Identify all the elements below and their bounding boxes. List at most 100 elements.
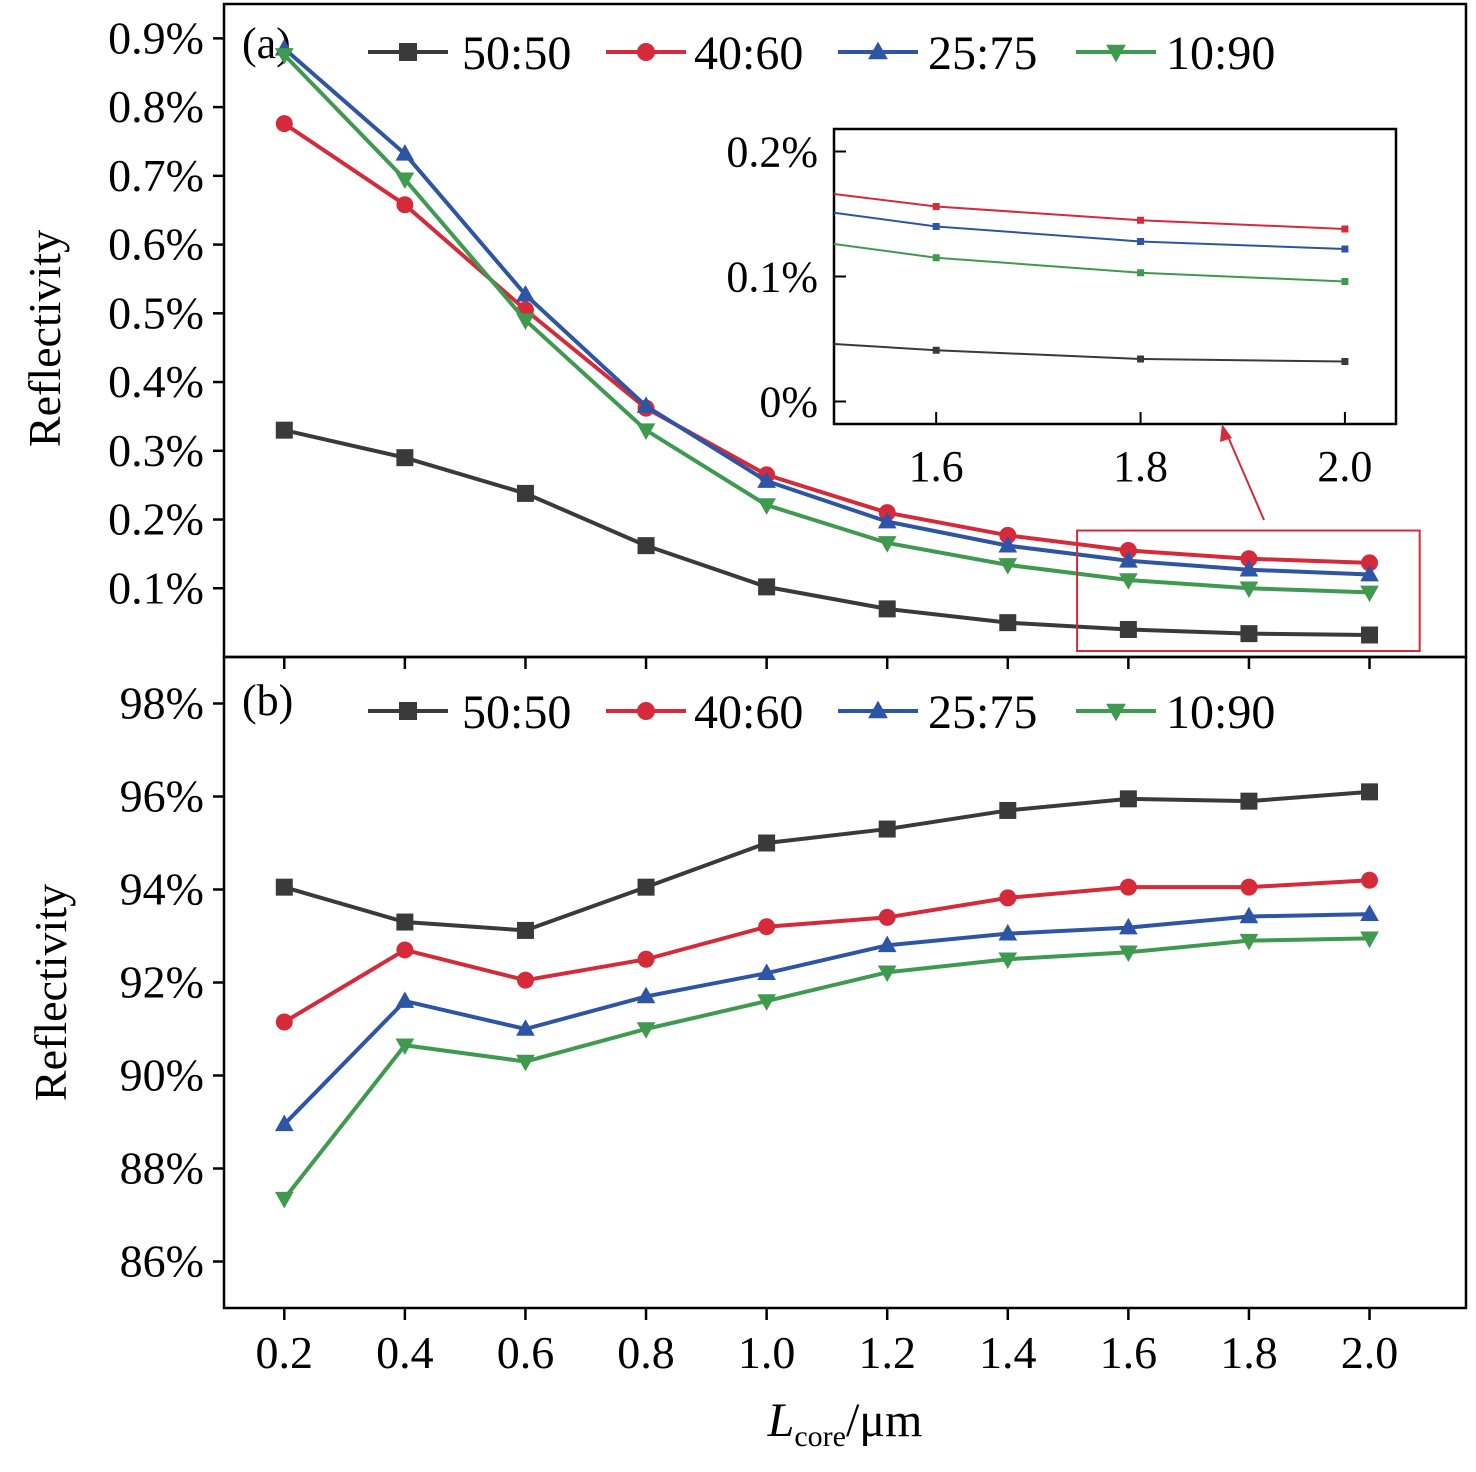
y-tick-label: 94% — [120, 864, 204, 915]
data-point — [1240, 625, 1258, 643]
legend-item-50-50: 50:50 — [368, 27, 571, 80]
inset-series-50-50 — [833, 343, 1349, 365]
data-point — [1119, 541, 1137, 559]
x-tick-label: 1.4 — [979, 1327, 1037, 1378]
panel-label: (b) — [242, 676, 293, 725]
data-point — [396, 196, 414, 214]
data-point — [758, 918, 776, 936]
data-point — [275, 1013, 293, 1031]
y-tick-label: 0.9% — [108, 12, 204, 63]
data-point — [637, 878, 655, 896]
data-point — [1360, 904, 1379, 921]
y-tick-label: 0.1% — [108, 562, 204, 613]
inset-y-tick-label: 0.2% — [726, 128, 818, 177]
legend-marker — [868, 41, 888, 60]
inset-x-tick-label: 2.0 — [1317, 442, 1372, 491]
series-line — [282, 912, 1370, 1126]
data-point — [1361, 626, 1379, 644]
inset-data-point — [1341, 245, 1349, 253]
data-point — [1239, 581, 1259, 599]
data-point — [998, 952, 1018, 970]
data-point — [396, 913, 414, 931]
inset-y-tick-label: 0% — [759, 378, 818, 427]
data-point — [878, 600, 896, 618]
data-point — [1119, 878, 1137, 896]
data-point — [1239, 559, 1259, 577]
x-tick-label: 0.8 — [617, 1327, 675, 1378]
data-point — [516, 484, 534, 502]
inset-series-40-60 — [833, 193, 1349, 233]
inset-frame — [832, 127, 1398, 426]
legend-label: 50:50 — [462, 686, 571, 739]
series-50-50 — [275, 783, 1379, 939]
y-tick-label: 90% — [120, 1050, 204, 1101]
data-point — [998, 535, 1018, 553]
data-point — [878, 908, 896, 926]
y-tick-label: 0.3% — [108, 425, 204, 476]
data-point — [877, 965, 897, 983]
y-tick-label: 0.2% — [108, 494, 204, 545]
data-point — [1119, 621, 1137, 639]
legend-item-10-90: 10:90 — [1076, 27, 1275, 80]
data-point — [1119, 573, 1138, 590]
x-tick-label: 1.6 — [1100, 1327, 1158, 1378]
legend-marker — [1106, 44, 1126, 63]
inset-data-point — [1137, 269, 1145, 277]
y-axis-label: Reflectivity — [19, 230, 70, 447]
legend-marker — [637, 702, 655, 720]
series-50-50 — [275, 421, 1379, 644]
data-point — [1240, 878, 1258, 896]
inset-y-tick-label: 0.1% — [726, 253, 818, 302]
inset-data-point — [1137, 238, 1145, 245]
inset-series-25-75 — [833, 211, 1349, 253]
panel-a: 0.1% 0.2% 0.3% 0.4% 0.5% 0.6% 0.7% 0.8% 0.9% Refl… — [19, 2, 1468, 669]
data-point — [1119, 790, 1137, 808]
x-tick-label: 1.0 — [738, 1327, 796, 1378]
data-point — [1240, 792, 1258, 810]
data-point — [1239, 933, 1259, 951]
legend-item-50-50: 50:50 — [368, 686, 571, 739]
panel-b: 86% 88% 90% 92% 94% 96% 98% 0.2 0.4 0.6 0.8 1.0 1.2 1… — [25, 655, 1468, 1453]
series-line — [282, 936, 1370, 1200]
data-point — [636, 423, 656, 440]
series-line — [283, 878, 1370, 1024]
data-point — [636, 986, 656, 1004]
data-point — [275, 421, 293, 439]
x-tick-label: 0.2 — [256, 1327, 314, 1378]
data-point — [1360, 931, 1379, 949]
data-point — [877, 511, 897, 529]
inset-x-tick-label: 1.8 — [1113, 442, 1168, 491]
data-point — [999, 889, 1017, 907]
data-point — [1239, 906, 1259, 924]
data-point — [274, 1191, 294, 1209]
data-point — [1360, 564, 1379, 582]
y-tick-label: 86% — [120, 1236, 204, 1287]
inset-series-line — [833, 193, 1345, 230]
data-point — [275, 115, 293, 133]
x-tick-label: 1.2 — [858, 1327, 916, 1378]
data-point — [877, 536, 897, 553]
y-tick-label: 96% — [120, 771, 204, 822]
data-point — [1240, 550, 1258, 568]
data-point — [274, 48, 294, 65]
legend-marker — [399, 43, 417, 61]
series-line — [283, 428, 1370, 638]
y-axis-label: Reflectivity — [25, 884, 76, 1101]
inset-data-point — [1341, 358, 1349, 365]
data-point — [1119, 550, 1138, 568]
inset-data-point — [932, 203, 940, 210]
y-tick-label: 92% — [120, 957, 204, 1008]
series-10-90 — [274, 931, 1379, 1209]
data-point — [396, 449, 414, 467]
series-25-75 — [274, 904, 1379, 1132]
y-tick-label: 0.8% — [108, 81, 204, 132]
legend-label: 50:50 — [462, 27, 571, 80]
legend-label: 40:60 — [694, 686, 803, 739]
data-point — [516, 971, 534, 989]
legend-label: 25:75 — [928, 27, 1037, 80]
data-point — [758, 578, 776, 596]
inset-chart: 0% 0.1% 0.2% 1.6 1.8 2.0 — [726, 127, 1398, 491]
series-10-90 — [274, 48, 1379, 603]
legend-item-40-60: 40:60 — [606, 27, 803, 80]
